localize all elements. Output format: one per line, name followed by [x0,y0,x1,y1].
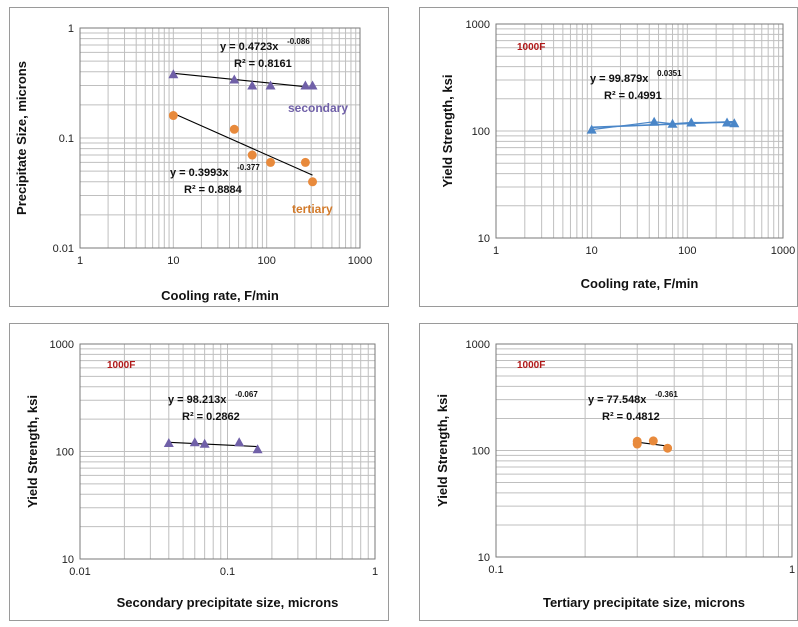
trend-equation: y = 0.3993x [170,167,229,179]
x-tick-label: 1 [789,564,795,576]
y-axis-label: Yield Strength, ksi [25,395,40,508]
y-tick-label: 1 [68,23,74,35]
x-tick-label: 100 [257,255,275,267]
chart-3-svg: 0.01 0.1 1 10 100 1000 Secondary precipitate s… [25,339,378,610]
data-point [247,80,258,90]
trend-equation-exponent: -0.086 [287,37,310,46]
x-axis-label: Cooling rate, F/min [581,276,699,291]
chart-panel-3: 0.01 0.1 1 10 100 1000 Secondary precipitate s… [9,323,389,621]
data-point [722,117,733,127]
trend-equation-exponent: -0.361 [655,390,678,399]
chart-4-svg: 0.1 1 10 100 1000 Tertiary precipitate size, … [435,339,795,610]
trendline [173,72,313,88]
data-point [586,124,597,134]
trend-r-squared: R² = 0.4991 [604,90,662,102]
x-axis-label: Cooling rate, F/min [161,288,279,303]
data-point [649,116,660,126]
data-point [229,74,240,84]
trend-r-squared: R² = 0.4812 [602,411,660,423]
y-tick-label: 100 [472,446,490,458]
chart-panel-2: 1 10 100 1000 10 100 1000 Cooling rate, F/min Yi… [419,7,798,307]
data-point [168,111,178,121]
data-point [189,437,200,447]
data-point [199,438,210,448]
x-tick-label: 100 [678,245,696,257]
y-axis-label: Yield Strength, ksi [440,75,455,188]
y-tick-label: 10 [478,552,490,564]
plot-frame [79,27,361,249]
trend-equation-exponent: -0.377 [237,163,260,172]
data-point [265,80,276,90]
data-point [307,80,318,90]
trendline [173,112,313,176]
data-point [632,436,642,446]
x-tick-label: 10 [167,255,179,267]
data-point [300,80,311,90]
x-tick-label: 10 [586,245,598,257]
data-point [648,436,658,446]
data-point [247,150,257,160]
plot-frame [79,343,376,560]
data-point [266,157,276,167]
trend-equation: y = 98.213x [168,394,227,406]
plot-frame [495,343,793,558]
condition-tag: 1000F [517,42,545,53]
series-label: secondary [288,101,348,115]
chart-panel-1: 1 10 100 1000 0.01 0.1 1 Cooling rate, F/min Pre… [9,7,389,307]
data-point [163,437,174,447]
y-tick-label: 10 [62,554,74,566]
y-tick-label: 100 [56,447,74,459]
trend-equation: y = 0.4723x [220,41,279,53]
y-tick-label: 1000 [466,339,490,351]
x-axis-label: Secondary precipitate size, microns [117,595,339,610]
x-tick-label: 1000 [771,245,795,257]
condition-tag: 1000F [517,360,545,371]
x-tick-label: 1 [372,566,378,578]
y-tick-label: 10 [478,233,490,245]
y-axis-label: Precipitate Size, microns [14,61,29,215]
plot-frame [495,23,784,239]
data-point [667,118,678,128]
y-tick-label: 0.1 [59,133,74,145]
y-axis-label: Yield Strength, ksi [435,394,450,507]
data-point [300,157,310,167]
x-tick-label: 1000 [348,255,372,267]
trend-r-squared: R² = 0.2862 [182,411,240,423]
trend-r-squared: R² = 0.8884 [184,184,243,196]
data-point [686,117,697,127]
chart-1-svg: 1 10 100 1000 0.01 0.1 1 Cooling rate, F/min Pre… [14,23,372,303]
x-axis-label: Tertiary precipitate size, microns [543,595,745,610]
x-tick-label: 1 [493,245,499,257]
y-tick-label: 100 [472,126,490,138]
trend-equation: y = 77.548x [588,394,647,406]
trend-equation-exponent: 0.0351 [657,69,682,78]
y-tick-label: 1000 [466,19,490,31]
data-point [729,118,740,128]
data-point [229,124,239,134]
x-tick-label: 1 [77,255,83,267]
trend-equation-exponent: -0.067 [235,390,258,399]
data-point [663,443,673,453]
data-point [308,177,318,187]
condition-tag: 1000F [107,360,135,371]
trend-equation: y = 99.879x [590,73,649,85]
data-point [234,437,245,447]
series-label: tertiary [292,202,333,216]
x-tick-label: 0.1 [488,564,503,576]
trend-r-squared: R² = 0.8161 [234,58,292,70]
x-tick-label: 0.1 [220,566,235,578]
y-tick-label: 0.01 [53,243,74,255]
data-point [252,444,263,454]
data-point [168,69,179,79]
y-tick-label: 1000 [50,339,74,351]
x-tick-label: 0.01 [69,566,90,578]
chart-panel-4: 0.1 1 10 100 1000 Tertiary precipitate size, … [419,323,798,621]
